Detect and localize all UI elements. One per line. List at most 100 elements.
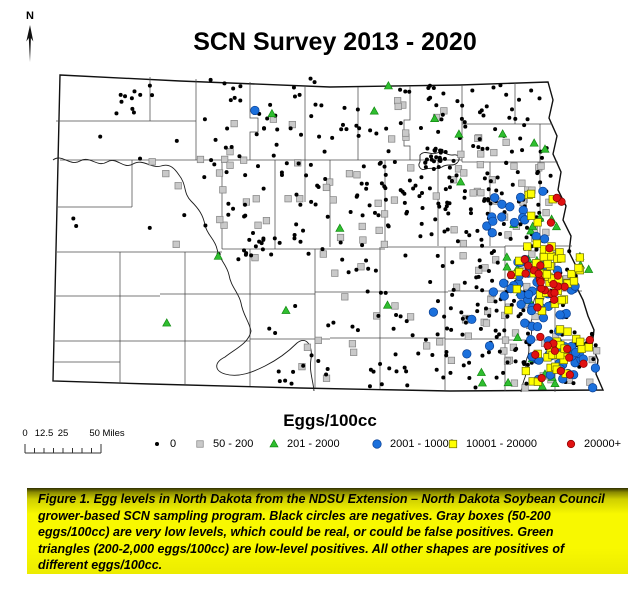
sample-marker-verylow (542, 209, 550, 217)
sample-marker-neg (440, 263, 445, 268)
sample-marker-neg (509, 302, 514, 307)
sample-marker-neg (529, 88, 534, 93)
sample-marker-neg (147, 225, 152, 230)
sample-marker-neg (284, 161, 289, 166)
sample-marker-mid (531, 231, 541, 242)
sample-marker-neg (344, 127, 349, 132)
sample-marker-neg (473, 385, 478, 390)
sample-marker-neg (482, 176, 487, 181)
sample-marker-neg (475, 228, 480, 233)
sample-marker-neg (254, 132, 259, 137)
sample-marker-neg (463, 124, 468, 129)
sample-marker-neg (338, 240, 343, 245)
sample-marker-neg (114, 111, 119, 116)
sample-marker-neg (464, 229, 469, 234)
sample-marker-neg (486, 268, 491, 273)
sample-marker-neg (467, 360, 472, 365)
sample-marker-vhigh (550, 346, 559, 355)
missouri-river (52, 157, 315, 392)
sample-marker-neg (430, 353, 435, 358)
sample-marker-neg (147, 83, 152, 88)
sample-marker-lowpos (529, 138, 539, 147)
sample-marker-neg (493, 127, 498, 132)
sample-marker-neg (480, 146, 485, 151)
sample-marker-neg (498, 231, 503, 236)
sample-marker-lowpos (502, 252, 512, 261)
state-outline (52, 74, 605, 392)
sample-marker-neg (442, 156, 447, 161)
sample-marker-neg (202, 117, 207, 122)
sample-marker-neg (262, 126, 267, 131)
sample-marker-mid (520, 318, 530, 328)
sample-marker-mid (590, 363, 601, 373)
sample-marker-verylow (469, 189, 477, 197)
sample-marker-neg (501, 370, 506, 375)
sample-marker-neg (419, 175, 424, 180)
sample-marker-high (543, 259, 552, 269)
sample-marker-mid (482, 221, 492, 231)
sample-marker-neg (301, 363, 306, 368)
sample-marker-verylow (391, 302, 399, 310)
sample-marker-neg (231, 86, 236, 91)
sample-marker-verylow (423, 342, 431, 350)
sample-marker-lowpos (477, 378, 487, 387)
sample-marker-lowpos (335, 223, 345, 232)
sample-marker-lowpos (267, 108, 277, 118)
sample-marker-mid (526, 335, 536, 345)
sample-marker-neg (340, 257, 345, 262)
sample-marker-neg (392, 160, 397, 165)
sample-marker-neg (477, 137, 482, 142)
sample-marker-neg (294, 222, 299, 227)
sample-marker-neg (439, 117, 444, 122)
sample-marker-verylow (459, 239, 467, 248)
sample-marker-verylow (449, 176, 458, 184)
sample-marker-neg (376, 313, 381, 318)
sample-marker-lowpos (502, 262, 512, 271)
sample-marker-neg (429, 232, 434, 237)
sample-marker-neg (444, 353, 449, 358)
sample-marker-neg (383, 290, 388, 295)
sample-marker-neg (394, 369, 399, 374)
sample-marker-neg (322, 149, 327, 154)
sample-marker-neg (443, 207, 448, 212)
sample-marker-neg (513, 116, 518, 121)
sample-marker-verylow (148, 158, 156, 166)
sample-marker-neg (269, 252, 274, 257)
sample-marker-neg (463, 320, 468, 325)
sample-marker-verylow (319, 250, 327, 258)
sample-marker-neg (441, 91, 446, 96)
sample-marker-lowpos (454, 129, 464, 138)
sample-marker-neg (444, 349, 449, 354)
sample-marker-neg (291, 369, 296, 374)
sample-marker-verylow (215, 169, 224, 177)
sample-marker-mid (497, 212, 507, 222)
sample-marker-neg (438, 159, 443, 164)
sample-marker-neg (462, 195, 467, 200)
sample-marker-verylow (457, 150, 465, 158)
sample-marker-neg (468, 207, 473, 212)
sample-marker-neg (372, 210, 377, 215)
sample-marker-verylow (226, 161, 234, 169)
sample-marker-neg (288, 126, 293, 131)
sample-marker-neg (243, 202, 248, 207)
sample-marker-neg (495, 260, 500, 265)
sample-marker-verylow (450, 226, 458, 234)
sample-marker-neg (451, 287, 456, 292)
sample-marker-neg (277, 240, 282, 245)
sample-marker-neg (355, 328, 360, 333)
sample-marker-neg (229, 145, 234, 150)
sample-marker-lowpos (512, 332, 523, 342)
north-arrow-icon (26, 25, 34, 62)
sample-marker-neg (275, 127, 280, 132)
sample-marker-neg (202, 175, 207, 180)
sample-marker-mid (488, 287, 499, 297)
sample-marker-neg (304, 173, 309, 178)
mid-marker-icon (372, 439, 382, 449)
sample-marker-neg (427, 186, 432, 191)
sample-marker-neg (308, 76, 313, 81)
sample-marker-neg (315, 183, 320, 188)
sample-marker-neg (476, 145, 481, 150)
sample-marker-neg (209, 158, 214, 163)
sample-marker-neg (361, 164, 366, 169)
